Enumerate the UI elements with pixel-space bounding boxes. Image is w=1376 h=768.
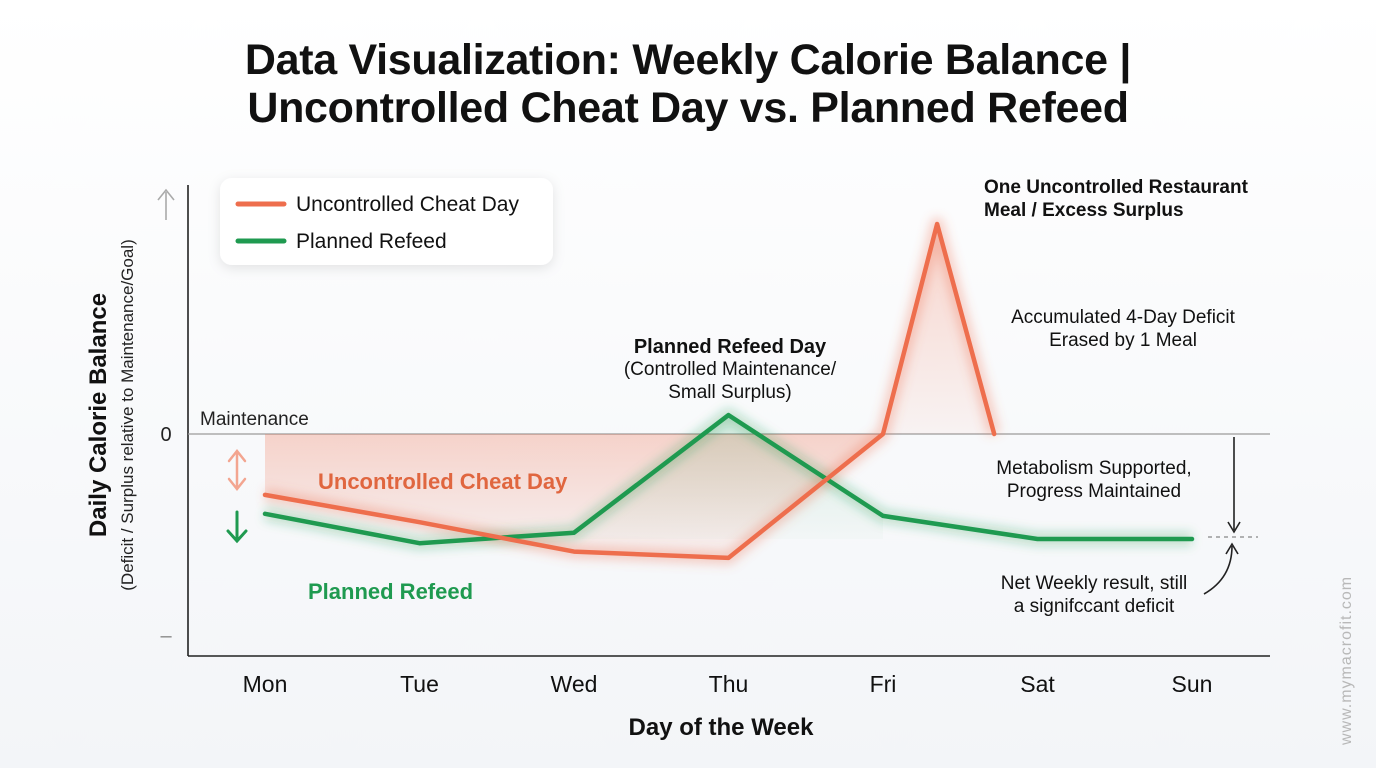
x-tick-label: Sun: [1172, 671, 1213, 697]
cheat-side-label: Uncontrolled Cheat Day: [318, 469, 568, 494]
maintenance-label: Maintenance: [200, 409, 309, 430]
chart-title-line-1: Data Visualization: Weekly Calorie Balan…: [244, 36, 1132, 84]
x-tick-label: Fri: [870, 671, 897, 697]
x-tick-label: Sat: [1020, 671, 1055, 697]
cheat-series-line: [262, 221, 997, 561]
x-tick-label: Wed: [551, 671, 598, 697]
cheat-spike-area: [883, 224, 995, 434]
legend-box: [220, 178, 553, 265]
watermark: www.mymacrofit.com: [1338, 576, 1355, 745]
y-axis-label: Daily Calorie Balance: [85, 293, 112, 537]
refeed-side-label: Planned Refeed: [308, 579, 473, 604]
y-tick-zero: 0: [160, 424, 171, 446]
legend: Uncontrolled Cheat Day Planned Refeed: [220, 178, 553, 265]
chart-title-line-2: Uncontrolled Cheat Day vs. Planned Refee…: [247, 84, 1129, 132]
annotation-metab-line1: Metabolism Supported,: [996, 458, 1191, 479]
x-tick-label: Thu: [709, 671, 749, 697]
y-axis-up-arrow: [157, 188, 175, 220]
annotation-restaurant-line2: Meal / Excess Surplus: [984, 200, 1184, 221]
annotation-refeed-title: Planned Refeed Day: [634, 336, 827, 358]
annotation-net-line1: Net Weekly result, still: [1001, 573, 1188, 594]
annotation-accum-line1: Accumulated 4-Day Deficit: [1011, 307, 1236, 328]
y-axis-sublabel: (Deficit / Surplus relative to Maintenan…: [118, 239, 137, 591]
annotation-refeed-sub1: (Controlled Maintenance/: [624, 359, 837, 380]
x-tick-label: Mon: [243, 671, 288, 697]
annotation-metab-line2: Progress Maintained: [1007, 481, 1181, 502]
x-tick-labels: Mon Tue Wed Thu Fri Sat Sun: [243, 671, 1213, 697]
x-axis-label: Day of the Week: [629, 714, 815, 741]
chart-title: Data Visualization: Weekly Calorie Balan…: [0, 36, 1376, 132]
watermark-text: www.mymacrofit.com: [1338, 576, 1355, 745]
x-tick-label: Tue: [400, 671, 439, 697]
refeed-down-arrow-icon: [226, 510, 248, 544]
refeed-series-line: [262, 412, 1195, 546]
legend-label-cheat: Uncontrolled Cheat Day: [296, 193, 519, 216]
refeed-hump-area: [574, 415, 883, 539]
legend-label-refeed: Planned Refeed: [296, 230, 447, 253]
net-curved-arrow: [1203, 542, 1239, 595]
y-tick-minus: –: [160, 625, 172, 647]
annotation-accum-line2: Erased by 1 Meal: [1049, 330, 1197, 351]
annotation-net-line2: a signifccant deficit: [1014, 596, 1175, 617]
net-drop-arrow: [1227, 437, 1241, 534]
cheat-updown-arrow-icon: [227, 448, 247, 492]
annotation-refeed-sub2: Small Surplus): [668, 382, 792, 403]
annotation-restaurant-line1: One Uncontrolled Restaurant: [984, 177, 1249, 198]
